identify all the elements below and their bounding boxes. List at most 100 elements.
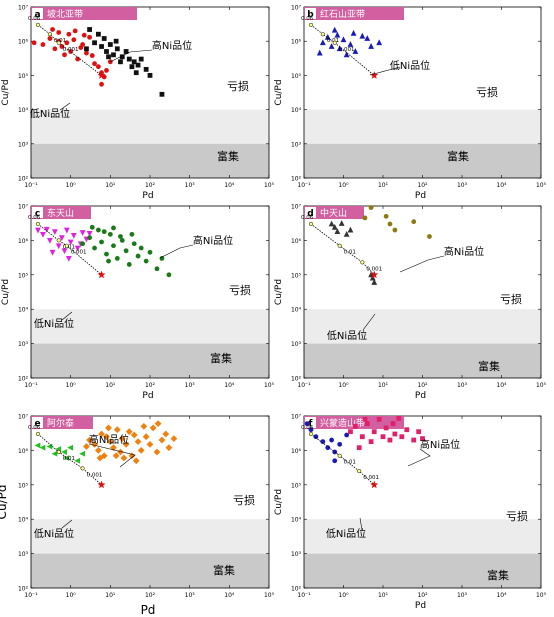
chart-panel-f: 10⁻¹ 10⁰ 10¹ 10² 10³ 10⁴ 10⁵ 10² 10³ 10⁴ 10⁵ 10⁶ 10⁷… — [274, 414, 547, 612]
y-axis-label: Cu/Pd — [1, 79, 11, 105]
data-point — [331, 223, 338, 230]
data-point — [343, 230, 350, 237]
data-point — [67, 444, 74, 451]
x-tick-label: 10⁴ — [224, 182, 235, 189]
data-point — [117, 448, 124, 456]
data-point — [334, 228, 341, 235]
mixing-node — [360, 260, 365, 265]
data-point — [91, 440, 98, 448]
data-point — [58, 235, 65, 242]
data-point — [352, 423, 358, 429]
data-point — [313, 434, 319, 440]
chart-panel-a: 10⁻¹ 10⁰ 10¹ 10² 10³ 10⁴ 10⁵ 10² 10³ 10⁴ 10⁵ 10⁶ 10⁷… — [1, 5, 275, 202]
data-point — [411, 437, 417, 443]
data-point — [87, 27, 92, 32]
data-point — [362, 416, 368, 422]
x-tick-label: 10⁵ — [536, 382, 547, 389]
data-point — [146, 440, 154, 448]
data-point — [55, 243, 62, 250]
panel-letter: a — [34, 10, 40, 20]
data-point — [111, 52, 116, 58]
data-point — [328, 220, 335, 227]
mixing-node — [308, 22, 314, 27]
mixing-label: 0.06 — [28, 425, 41, 431]
data-point — [104, 251, 109, 257]
mixing-label: 0.001 — [363, 475, 379, 481]
mixing-node — [337, 453, 342, 458]
data-point — [51, 229, 58, 236]
x-tick-label: 10⁻¹ — [297, 382, 311, 389]
data-point — [130, 431, 138, 439]
annotation-leader — [159, 244, 194, 259]
zone-label-depleted: 亏损 — [229, 283, 251, 297]
x-tick-label: 10⁵ — [536, 592, 547, 599]
y-tick-label: 10⁵ — [291, 272, 302, 279]
y-tick-label: 10⁴ — [18, 107, 29, 114]
mixing-label: 0.001 — [366, 266, 382, 272]
x-tick-label: 10⁴ — [224, 592, 235, 599]
y-tick-label: 10⁴ — [291, 307, 302, 314]
data-point — [51, 450, 58, 457]
annotation-leader — [369, 66, 401, 76]
data-point — [133, 70, 139, 76]
data-point — [129, 64, 135, 70]
data-point — [338, 220, 345, 226]
data-point — [126, 56, 132, 62]
mixing-node — [308, 221, 314, 227]
panel-title-box — [31, 416, 93, 429]
data-point — [371, 279, 378, 285]
data-point — [392, 227, 398, 233]
data-point — [107, 42, 113, 47]
data-point — [126, 262, 132, 267]
mixing-label: 0.06 — [28, 16, 41, 22]
x-axis-label: Pd — [142, 191, 153, 201]
x-tick-label: 10¹ — [378, 382, 389, 389]
data-point — [356, 445, 362, 451]
data-point — [170, 435, 178, 443]
annotation-leader — [61, 311, 73, 321]
data-point — [359, 434, 365, 440]
chart-panel-d: 10⁻¹ 10⁰ 10¹ 10² 10³ 10⁴ 10⁵ 10² 10³ 10⁴ 10⁵ 10⁶ 10⁷… — [274, 204, 547, 402]
y-axis-label: Cu/Pd — [274, 489, 284, 515]
mixing-label: 0.06 — [301, 215, 314, 221]
data-point — [142, 433, 150, 441]
data-point — [74, 457, 81, 464]
data-point — [114, 46, 120, 52]
data-point — [104, 49, 109, 54]
mixing-node — [56, 449, 61, 455]
data-point — [40, 231, 46, 238]
mixing-node — [320, 32, 325, 37]
data-point — [84, 46, 89, 52]
annotation-leader — [59, 102, 71, 111]
data-point — [80, 241, 86, 247]
data-point — [86, 436, 93, 444]
star-marker — [370, 71, 379, 79]
x-tick-label: 10⁰ — [338, 382, 349, 389]
data-point — [153, 448, 161, 456]
zone-band — [31, 309, 269, 344]
series-circle — [304, 421, 350, 464]
x-tick-label: 10⁵ — [264, 592, 275, 599]
panel-title: 红石山亚带 — [320, 8, 365, 20]
data-point — [64, 40, 70, 46]
x-tick-label: 10³ — [185, 592, 196, 599]
zone-label-enriched: 富集 — [217, 149, 239, 163]
mixing-line — [310, 433, 375, 486]
data-point — [392, 431, 398, 437]
zone-label-depleted: 亏损 — [476, 85, 498, 99]
data-point — [320, 439, 326, 445]
annotation-leader — [407, 448, 431, 467]
y-tick-label: 10⁷ — [18, 5, 29, 12]
data-point — [89, 224, 95, 230]
annotation-low-ni: 低Ni品位 — [30, 107, 70, 120]
y-tick-label: 10³ — [291, 341, 302, 348]
data-point — [111, 243, 116, 249]
data-point — [331, 26, 338, 33]
x-tick-label: 10² — [417, 382, 428, 389]
y-tick-label: 10⁵ — [291, 73, 302, 80]
annotation-leader — [61, 519, 73, 529]
y-tick-label: 10⁵ — [291, 482, 302, 489]
x-axis-label: Pd — [415, 191, 426, 201]
data-point — [80, 42, 86, 47]
